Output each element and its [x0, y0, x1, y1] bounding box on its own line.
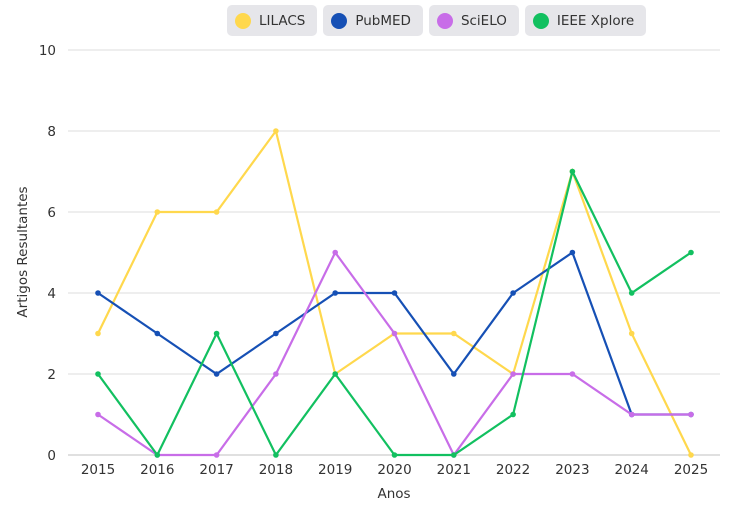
legend-label: SciELO — [460, 12, 507, 29]
data-point — [628, 411, 635, 418]
data-point — [451, 330, 457, 337]
data-point — [391, 290, 398, 296]
data-point — [688, 452, 694, 458]
legend-dot-icon — [532, 12, 549, 29]
legend-dot-icon — [436, 12, 453, 29]
data-point — [332, 290, 339, 296]
data-point — [154, 452, 161, 458]
legend-item-lilacs[interactable]: LILACS — [227, 5, 318, 36]
legend-label: LILACS — [259, 12, 306, 29]
legend-label: PubMED — [355, 12, 411, 29]
legend-label: IEEE Xplore — [556, 12, 635, 29]
legend-item-scielo[interactable]: SciELO — [428, 5, 519, 36]
data-point — [213, 330, 220, 337]
x-tick-label: 2019 — [318, 462, 352, 478]
data-point — [213, 371, 220, 377]
data-point — [451, 452, 457, 458]
data-point — [332, 371, 339, 377]
data-point — [95, 330, 101, 337]
y-tick-label: 6 — [47, 205, 56, 221]
data-point — [273, 330, 279, 337]
x-tick-label: 2023 — [555, 462, 589, 478]
legend-item-ieee-xplore[interactable]: IEEE Xplore — [524, 5, 647, 36]
data-point — [391, 330, 398, 337]
x-axis-title: Anos — [377, 486, 410, 502]
data-point — [273, 128, 279, 134]
x-tick-label: 2024 — [615, 462, 649, 478]
data-point — [213, 452, 220, 458]
legend-item-pubmed[interactable]: PubMED — [323, 5, 423, 36]
data-point — [569, 249, 576, 256]
data-point — [628, 330, 635, 337]
series-line-ieee-xplore — [97, 168, 692, 458]
data-point — [332, 249, 339, 256]
data-point — [273, 371, 279, 377]
y-tick-label: 10 — [39, 43, 56, 59]
data-point — [273, 452, 279, 458]
x-tick-label: 2022 — [496, 462, 530, 478]
y-axis-title: Artigos Resultantes — [15, 186, 31, 317]
data-point — [510, 411, 516, 418]
data-point — [95, 411, 101, 418]
data-point — [688, 411, 694, 418]
legend-dot-icon — [235, 12, 251, 29]
y-tick-label: 2 — [47, 367, 56, 383]
data-point — [510, 371, 516, 377]
data-point — [569, 168, 576, 175]
data-point — [95, 290, 101, 296]
data-point — [213, 209, 220, 215]
x-tick-label: 2021 — [437, 462, 471, 478]
data-point — [95, 371, 101, 377]
legend-dot-icon — [331, 12, 348, 29]
data-point — [688, 249, 694, 256]
x-tick-label: 2017 — [199, 462, 233, 478]
y-tick-label: 4 — [47, 286, 56, 302]
y-tick-label: 8 — [47, 124, 56, 140]
legend: LILACS PubMED SciELO IEEE Xplore — [227, 5, 647, 36]
data-point — [391, 452, 398, 458]
x-tick-label: 2015 — [81, 462, 115, 478]
y-tick-label: 0 — [47, 448, 56, 464]
data-point — [628, 290, 635, 296]
x-tick-label: 2018 — [259, 462, 293, 478]
x-tick-label: 2020 — [377, 462, 411, 478]
x-tick-label: 2016 — [140, 462, 174, 478]
data-point — [154, 209, 161, 215]
x-tick-label: 2025 — [674, 462, 708, 478]
data-point — [569, 371, 576, 377]
data-point — [510, 290, 516, 296]
data-point — [154, 330, 161, 337]
data-point — [451, 371, 457, 377]
